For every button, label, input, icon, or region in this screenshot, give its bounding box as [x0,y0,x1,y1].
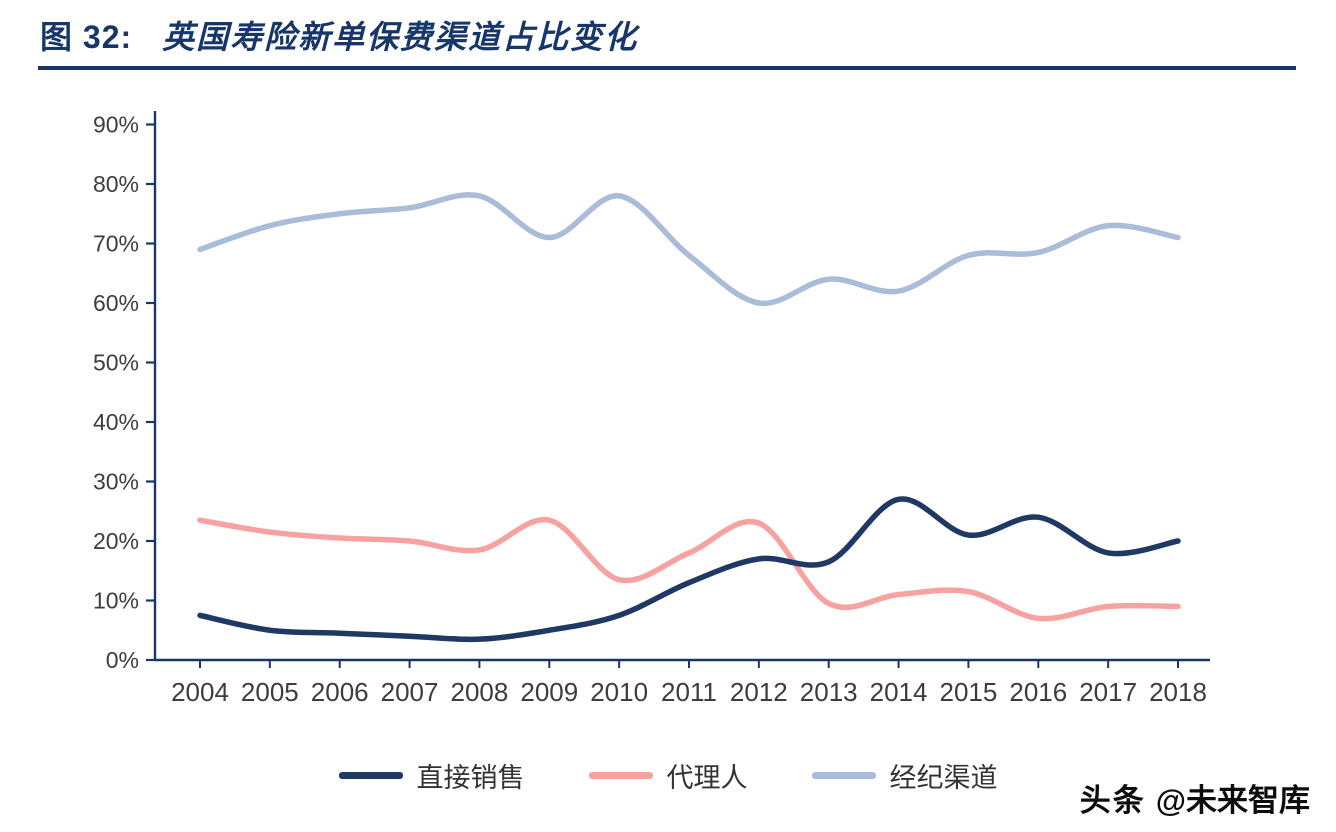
y-tick-label: 80% [93,171,139,197]
y-tick-label: 60% [93,290,139,316]
x-tick-label: 2016 [1009,677,1067,707]
figure-title-text: 英国寿险新单保费渠道占比变化 [162,19,639,55]
y-tick-label: 10% [93,588,139,614]
title-underline [38,66,1296,70]
x-tick-label: 2013 [800,677,858,707]
legend-label: 经纪渠道 [889,763,998,793]
legend-label: 代理人 [666,763,748,793]
y-tick-label: 90% [93,112,139,138]
legend-label: 直接销售 [416,763,525,793]
x-tick-label: 2007 [381,677,439,707]
chart-svg: 0% 10% 20% 30% 40% 50% 60% 70% 80% 90% 2004 2005 200… [93,111,1210,707]
series-line-direct-sales [197,496,1181,643]
legend-item-direct-sales: 直接销售 [338,756,525,795]
series-line-broker-channel [197,192,1181,307]
figure-title: 图 32: 英国寿险新单保费渠道占比变化 [40,12,638,58]
x-tick-label: 2006 [311,677,369,707]
x-tick-label: 2011 [661,677,717,707]
x-tick-label: 2010 [590,677,648,707]
y-tick-label: 50% [93,350,139,376]
watermark-handle: @未来智库 [1155,783,1310,818]
x-tick-label: 2008 [451,677,509,707]
chart-legend: 直接销售 代理人 经纪渠道 [0,756,1336,795]
y-tick-label: 20% [93,528,139,554]
legend-swatch-agents [588,772,653,779]
line-chart: 0% 10% 20% 30% 40% 50% 60% 70% 80% 90% 2004 2005 200… [60,95,1280,735]
x-tick-label: 2015 [940,677,998,707]
x-tick-label: 2005 [241,677,299,707]
legend-swatch-direct-sales [338,772,403,779]
x-tick-label: 2017 [1079,677,1137,707]
figure-number: 图 32: [40,19,133,55]
x-tick-label: 2012 [730,677,788,707]
x-tick-label: 2004 [171,677,229,707]
y-tick-label: 70% [93,231,139,257]
x-tick-label: 2009 [520,677,578,707]
x-tick-label: 2014 [870,677,928,707]
x-tick-label: 2018 [1149,677,1207,707]
legend-swatch-broker-channel [811,772,876,779]
watermark: 头条 @未来智库 [1080,775,1310,820]
legend-item-broker-channel: 经纪渠道 [811,756,998,795]
y-tick-label: 40% [93,409,139,435]
y-tick-label: 0% [106,647,139,673]
legend-item-agents: 代理人 [588,756,748,795]
y-tick-label: 30% [93,469,139,495]
watermark-logo: 头条 [1079,783,1146,818]
series-line-agents [197,516,1181,622]
